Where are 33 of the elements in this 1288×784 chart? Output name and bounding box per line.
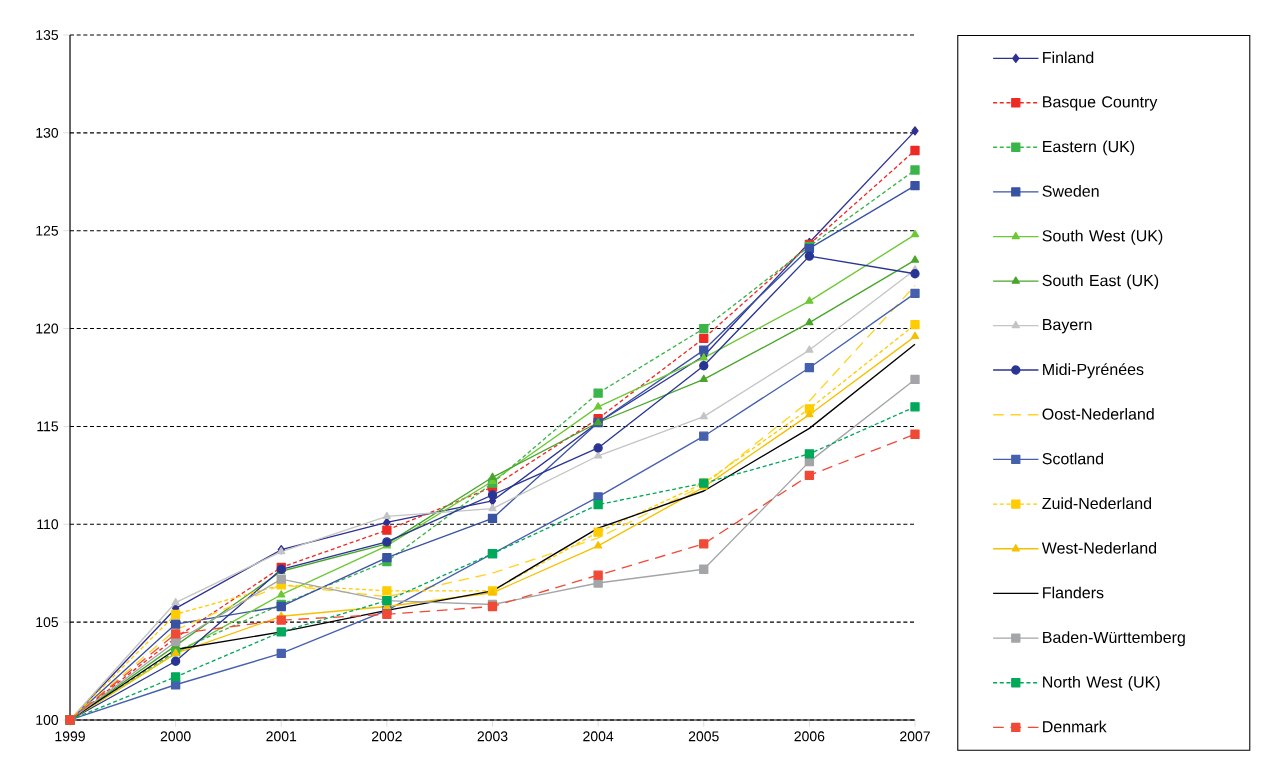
- legend-label: Flanders: [1043, 586, 1104, 599]
- legend-label: Eastern (UK): [1043, 140, 1135, 156]
- x-tick-label: 2000: [160, 731, 191, 742]
- legend-label: Oost-Nederland: [1042, 408, 1154, 420]
- y-tick-label: 120: [36, 323, 59, 334]
- legend-label: Midi-Pyrénées: [1043, 363, 1144, 379]
- legend-label: West-Nederland: [1041, 541, 1157, 554]
- y-tick-label: 130: [36, 127, 59, 138]
- legend-label: Zuid-Nederland: [1042, 497, 1152, 510]
- x-tick-label: 2005: [688, 731, 719, 742]
- legend-label: Bayern: [1043, 319, 1092, 334]
- legend-label: Denmark: [1043, 720, 1107, 733]
- legend-label: Baden-Württemberg: [1043, 631, 1185, 647]
- legend-label: North West (UK): [1043, 675, 1160, 691]
- x-tick-label: 2003: [477, 731, 508, 742]
- legend-label: South West (UK): [1042, 229, 1163, 245]
- x-tick-label: 2006: [794, 731, 825, 742]
- y-tick-label: 115: [37, 421, 59, 432]
- legend-label: Finland: [1043, 51, 1094, 64]
- y-tick-label: 100: [36, 715, 59, 725]
- y-tick-label: 110: [37, 519, 59, 530]
- x-tick-label: 2002: [372, 731, 402, 742]
- legend-label: Scotland: [1042, 452, 1104, 465]
- y-tick-label: 135: [36, 30, 59, 40]
- x-tick-label: 1999: [55, 731, 85, 742]
- legend-label: South East (UK): [1042, 274, 1159, 290]
- y-tick-label: 105: [36, 617, 59, 628]
- y-tick-label: 125: [36, 225, 59, 236]
- legend-label: Basque Country: [1043, 96, 1158, 111]
- legend-label: Sweden: [1042, 185, 1099, 197]
- x-tick-label: 2001: [266, 731, 297, 742]
- x-tick-label: 2004: [583, 731, 614, 742]
- x-tick-label: 2007: [900, 731, 930, 742]
